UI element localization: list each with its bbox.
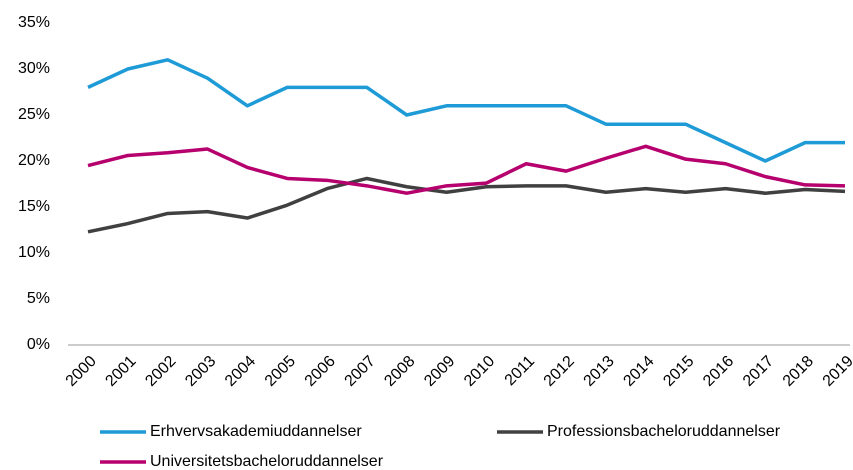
x-tick-label: 2000	[63, 353, 100, 390]
x-tick-label: 2008	[381, 353, 418, 390]
x-tick-label: 2013	[581, 353, 618, 390]
x-tick-label: 2016	[700, 353, 737, 390]
x-tick-label: 2007	[342, 353, 379, 390]
x-tick-label: 2010	[461, 353, 498, 390]
x-tick-label: 2001	[102, 353, 139, 390]
y-tick-label: 15%	[18, 198, 50, 215]
legend-label: Erhvervsakademiuddannelser	[150, 423, 362, 440]
x-tick-label: 2006	[302, 353, 339, 390]
x-tick-label: 2015	[660, 353, 697, 390]
x-tick-label: 2018	[780, 353, 817, 390]
legend-label: Professionsbacheloruddannelser	[547, 423, 781, 440]
y-tick-label: 35%	[18, 14, 50, 31]
x-tick-label: 2014	[620, 353, 657, 390]
y-tick-label: 25%	[18, 106, 50, 123]
x-tick-label: 2002	[142, 353, 179, 390]
x-tick-label: 2017	[740, 353, 777, 390]
y-tick-label: 20%	[18, 152, 50, 169]
x-tick-label: 2019	[820, 353, 853, 390]
legend-label: Universitetsbacheloruddannelser	[150, 453, 384, 470]
y-tick-label: 30%	[18, 60, 50, 77]
y-tick-label: 5%	[27, 290, 50, 307]
series-line	[87, 176, 846, 234]
y-tick-label: 10%	[18, 244, 50, 261]
x-tick-label: 2011	[502, 353, 538, 389]
x-tick-label: 2004	[222, 353, 259, 390]
series-line	[87, 144, 846, 195]
y-tick-label: 0%	[27, 336, 50, 353]
x-tick-label: 2005	[262, 353, 299, 390]
x-tick-label: 2012	[541, 353, 578, 390]
x-tick-label: 2009	[421, 353, 458, 390]
x-tick-label: 2003	[182, 353, 219, 390]
series-line	[87, 58, 845, 163]
